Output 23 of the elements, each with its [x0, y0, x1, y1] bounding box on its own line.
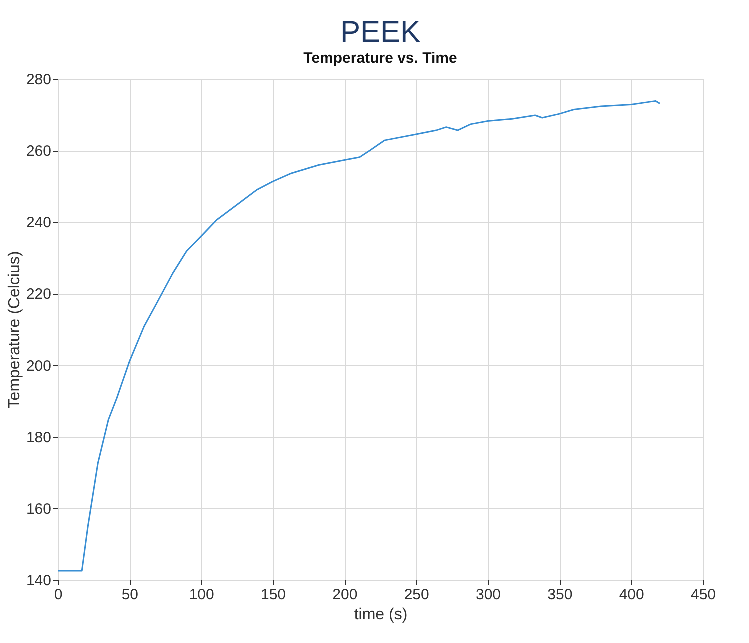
- x-tick-label: 450: [690, 586, 716, 604]
- x-tick-label: 350: [548, 586, 573, 604]
- y-tick-label: 180: [26, 429, 52, 446]
- chart-title: PEEK: [340, 16, 421, 49]
- y-tick-label: 280: [26, 72, 52, 88]
- x-tick-label: 300: [476, 586, 502, 604]
- y-tick-label: 260: [26, 143, 52, 160]
- y-tick-label: 240: [26, 214, 52, 232]
- x-tick-label: 200: [332, 586, 358, 604]
- x-tick-label: 150: [260, 586, 286, 604]
- y-tick-label: 160: [26, 500, 52, 518]
- y-tick-label: 220: [26, 286, 52, 304]
- chart-subtitle: Temperature vs. Time: [304, 50, 458, 67]
- x-tick-label: 100: [189, 586, 214, 604]
- x-axis-title: time (s): [354, 606, 408, 624]
- x-tick-label: 0: [54, 586, 63, 604]
- line-series: [57, 100, 661, 572]
- x-tick-label: 250: [404, 586, 430, 604]
- y-tick-label: 140: [26, 572, 52, 590]
- y-axis-title: Temperature (Celcius): [6, 251, 24, 409]
- y-tick-label: 200: [26, 358, 52, 375]
- x-tick-label: 50: [122, 586, 139, 604]
- x-tick-label: 400: [619, 586, 644, 604]
